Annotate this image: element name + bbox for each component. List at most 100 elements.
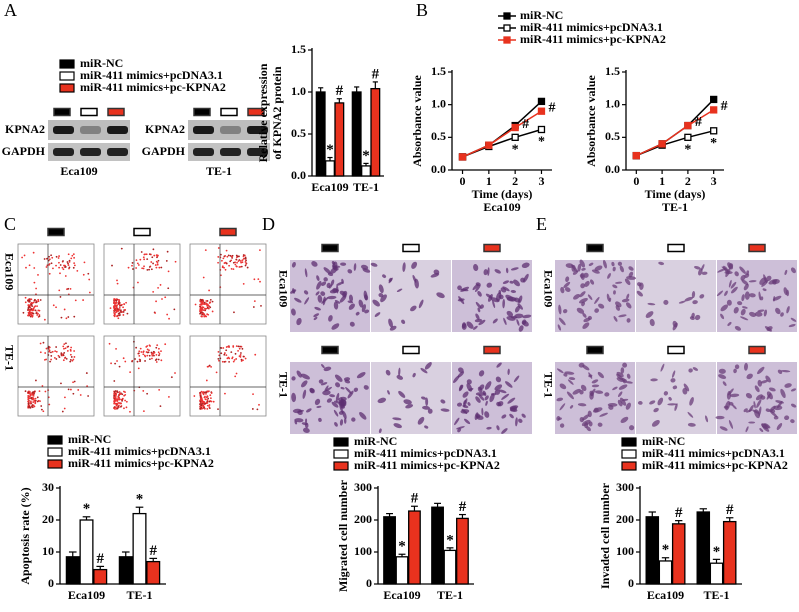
cell [790,267,796,274]
flow-dot [115,397,117,400]
flow-dot [156,262,159,264]
cell [342,290,348,298]
point [710,127,718,135]
flow-dot [153,351,156,354]
flow-dot [224,268,227,271]
flow-dot [62,268,65,271]
cell [621,398,629,402]
flow-dot [34,402,37,405]
flow-dot [204,398,207,401]
row-label: Eca109 [2,253,16,290]
cell [521,413,526,418]
cell [749,293,756,298]
cell [775,400,784,404]
cell [591,379,599,384]
cell [768,387,776,392]
cell [670,378,676,383]
cell [356,372,366,379]
x-tick-label: Eca109 [68,588,105,602]
condition-key [586,243,604,253]
cell [417,416,425,425]
flow-dot [73,350,76,352]
blot-band [80,148,101,156]
flow-dot [49,360,52,363]
y-axis-label: of KPNA2 protein [270,66,284,159]
cell [502,286,510,292]
cell [724,271,733,275]
cell [425,397,429,407]
cell [372,299,381,307]
flow-dot [217,247,220,249]
x-axis-label: Time (days) [472,187,533,201]
flow-dot [45,266,48,268]
flow-dot [117,309,120,312]
cell [739,266,747,274]
cell [501,414,507,419]
bar [118,556,133,585]
cell [475,392,486,396]
flow-dot [206,404,209,407]
cell [667,403,678,406]
cell [522,314,532,319]
bar [79,519,94,585]
cell [740,308,746,316]
flow-dot [148,344,151,347]
flow-dot [244,256,247,259]
point [710,95,718,104]
flow-dot [67,316,70,318]
cell [316,281,322,290]
cell [506,316,516,321]
cell [523,273,529,283]
flow-dot [58,261,60,264]
x-tick-label: TE-1 [703,588,729,602]
flow-dot [42,410,45,413]
row-label: Eca109 [541,270,555,307]
flow-dot [137,367,140,370]
flow-dot [134,358,136,360]
flow-dot [237,345,240,348]
flow-dot [118,392,121,395]
flow-dot [142,390,145,392]
cell [378,292,384,298]
flow-dot [69,348,72,351]
cell [773,416,779,420]
flow-dot [51,350,54,353]
condition-key [133,227,151,237]
cell [773,296,776,302]
flow-dot [28,300,31,303]
point [684,121,692,130]
flow-dot [131,264,133,267]
legend-swatch [333,461,349,471]
flow-dot [201,313,204,316]
flow-dot [146,348,149,351]
flow-dot [55,264,57,267]
significance-mark: * [136,492,144,508]
flow-dot [116,399,119,402]
flow-dot [204,309,207,312]
cell [353,387,359,392]
cell [621,298,630,303]
cell [294,418,304,423]
cell [405,404,414,409]
flow-dot [117,405,120,408]
cell [556,415,561,421]
flow-dot [22,311,25,314]
cell [604,392,610,397]
cell [765,375,771,383]
flow-dot [122,390,125,393]
flow-dot [205,300,208,302]
cell [420,367,428,374]
cell [582,322,590,329]
flow-dot [43,258,46,260]
cell [613,316,618,322]
cell [463,418,471,425]
flow-dot [149,358,151,360]
cell [378,428,382,433]
condition-key [47,227,65,237]
flow-dot [204,249,207,252]
flow-dot [29,309,32,312]
cell [478,319,486,326]
flow-dot [124,309,127,311]
flow-dot [206,306,209,309]
flow-dot [226,357,229,360]
